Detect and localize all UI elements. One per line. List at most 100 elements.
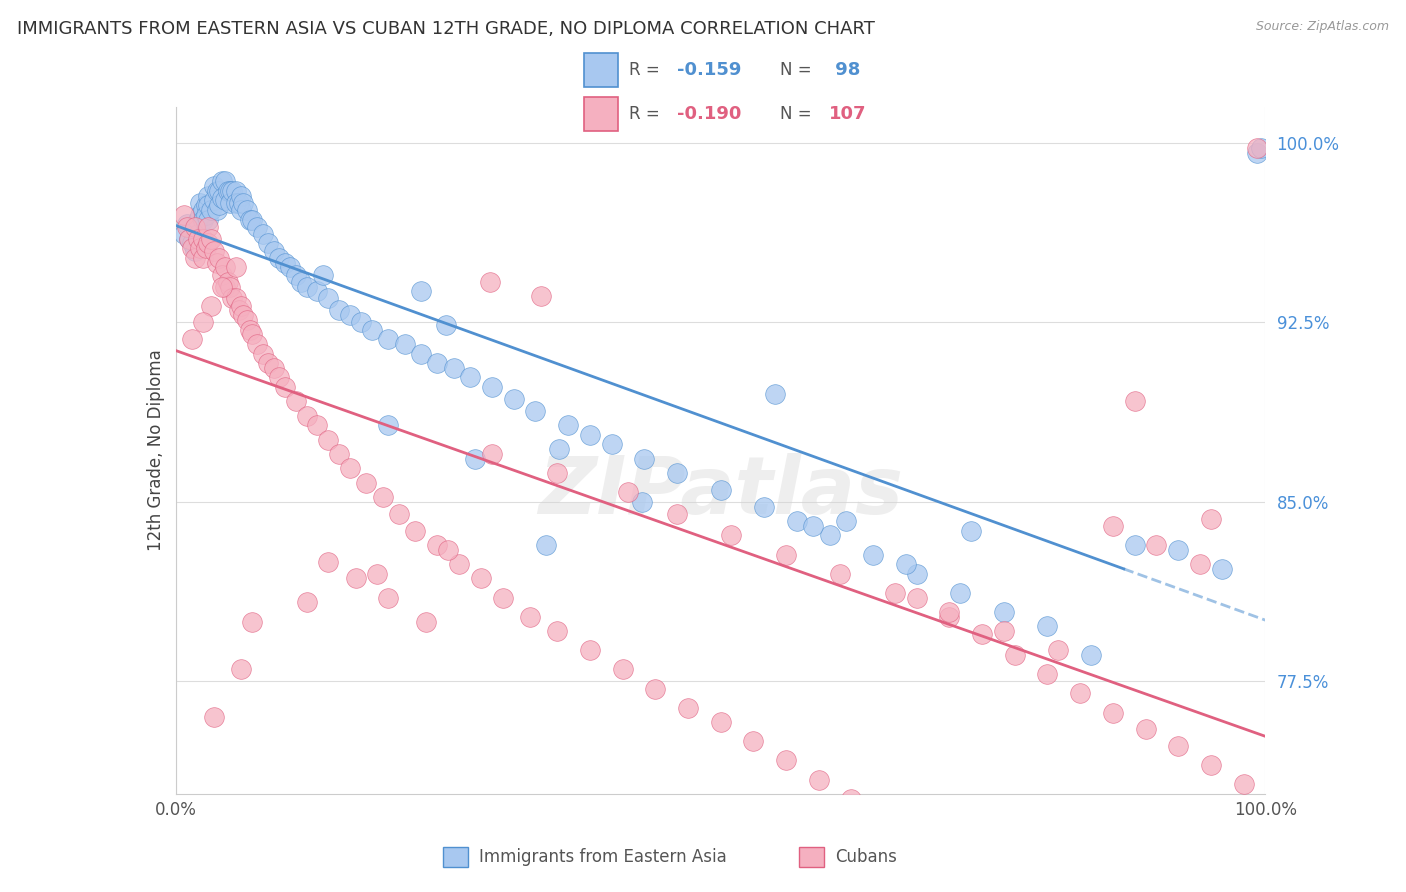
Point [211, 191, 233, 205]
Point [862, 548, 884, 562]
Point [186, 232, 209, 246]
Point [208, 251, 231, 265]
Point [356, 475, 378, 490]
Point [1102, 706, 1125, 720]
Point [1036, 667, 1059, 681]
Text: Immigrants from Eastern Asia: Immigrants from Eastern Asia [479, 848, 727, 866]
Point [1199, 511, 1222, 525]
Text: N =: N = [780, 61, 817, 78]
Point [426, 356, 449, 370]
Point [188, 208, 211, 222]
Point [1211, 562, 1233, 576]
Point [666, 466, 689, 480]
Point [240, 212, 263, 227]
Point [257, 356, 280, 370]
Point [211, 174, 233, 188]
Point [200, 299, 222, 313]
Point [274, 380, 297, 394]
Point [841, 791, 863, 805]
Point [235, 313, 257, 327]
Point [801, 519, 824, 533]
Point [205, 255, 228, 269]
Point [290, 275, 312, 289]
Point [388, 507, 411, 521]
Point [197, 188, 219, 202]
Point [200, 232, 222, 246]
Point [546, 466, 568, 480]
Point [295, 595, 318, 609]
Point [894, 557, 917, 571]
Point [763, 387, 786, 401]
Point [219, 195, 242, 210]
Point [447, 557, 470, 571]
Point [225, 195, 247, 210]
Point [214, 279, 236, 293]
Point [676, 700, 699, 714]
Point [278, 260, 301, 275]
Text: R =: R = [628, 61, 665, 78]
Point [214, 260, 236, 275]
Point [394, 337, 416, 351]
Point [217, 275, 239, 289]
Point [905, 591, 928, 605]
Point [1102, 519, 1125, 533]
Point [405, 524, 427, 538]
Point [211, 268, 233, 282]
Point [426, 538, 449, 552]
Point [202, 244, 225, 258]
Point [188, 195, 211, 210]
Point [184, 251, 207, 265]
Point [318, 292, 340, 306]
Point [464, 451, 486, 466]
Point [1167, 739, 1189, 753]
Point [231, 188, 253, 202]
Text: -0.159: -0.159 [678, 61, 741, 78]
Point [830, 566, 852, 581]
Point [219, 279, 242, 293]
Point [443, 360, 465, 375]
Point [221, 292, 243, 306]
Point [666, 507, 689, 521]
Point [775, 548, 797, 562]
Point [307, 285, 329, 299]
Point [181, 241, 204, 255]
Point [202, 710, 225, 724]
Point [949, 586, 972, 600]
Point [228, 195, 250, 210]
Point [478, 275, 501, 289]
Point [612, 662, 634, 676]
Point [176, 217, 198, 231]
Point [269, 251, 291, 265]
Point [240, 327, 263, 342]
Point [239, 323, 262, 337]
Point [191, 212, 214, 227]
Point [214, 174, 236, 188]
Point [1135, 723, 1157, 737]
Point [905, 566, 928, 581]
Text: ZIPatlas: ZIPatlas [538, 452, 903, 531]
Point [710, 483, 733, 497]
Point [617, 485, 640, 500]
Point [188, 241, 211, 255]
Point [184, 219, 207, 234]
Point [246, 337, 269, 351]
Point [502, 392, 524, 406]
Point [633, 451, 655, 466]
Point [884, 586, 907, 600]
Text: IMMIGRANTS FROM EASTERN ASIA VS CUBAN 12TH GRADE, NO DIPLOMA CORRELATION CHART: IMMIGRANTS FROM EASTERN ASIA VS CUBAN 12… [17, 20, 875, 37]
Point [252, 227, 274, 241]
Point [742, 734, 765, 748]
Point [295, 279, 318, 293]
Point [579, 428, 602, 442]
Point [938, 605, 960, 619]
Point [181, 236, 204, 251]
Point [481, 380, 503, 394]
Point [232, 195, 254, 210]
Point [579, 643, 602, 657]
Point [720, 528, 742, 542]
Point [1069, 686, 1091, 700]
Point [434, 318, 457, 332]
Point [200, 202, 222, 217]
Text: 98: 98 [828, 61, 860, 78]
Point [409, 285, 432, 299]
